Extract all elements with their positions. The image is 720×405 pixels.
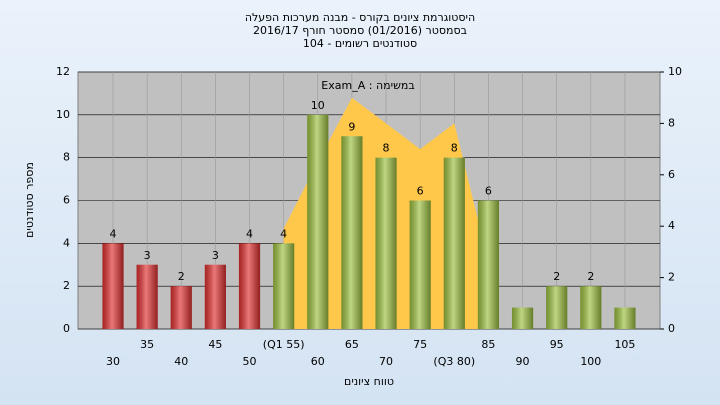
chart-title: היסטוגרמת ציונים בקורס - מבנה מערכות הפע… (245, 11, 475, 24)
bar-shade (375, 157, 397, 329)
x-tick-label: 85 (481, 338, 495, 351)
bar-shade (136, 264, 158, 329)
y-axis-title: מספר סטודנטים (23, 162, 36, 238)
y2-tick-label: 10 (668, 65, 682, 78)
x-tick-label: 30 (106, 355, 120, 368)
data-label: 10 (311, 99, 325, 112)
x-tick-label: 70 (379, 355, 393, 368)
y2-tick-label: 8 (668, 116, 675, 129)
data-label: 4 (110, 227, 117, 240)
bar-shade (546, 286, 568, 329)
bar-shade (204, 264, 226, 329)
data-label: 6 (417, 185, 424, 198)
x-tick-label: 105 (614, 338, 635, 351)
data-label: 8 (451, 142, 458, 155)
y-tick-label: 6 (63, 194, 70, 207)
data-label: 8 (383, 142, 390, 155)
y2-tick-label: 0 (668, 322, 675, 335)
x-tick-label: 90 (516, 355, 530, 368)
x-tick-label: 65 (345, 338, 359, 351)
legend-entry: במשימה : Exam_A (321, 79, 414, 92)
y2-tick-label: 6 (668, 168, 675, 181)
data-label: 4 (280, 227, 287, 240)
data-label: 9 (348, 120, 355, 133)
y-tick-label: 0 (63, 322, 70, 335)
x-tick-label: (Q1 55) (263, 338, 305, 351)
data-label: 3 (212, 249, 219, 262)
data-label: 2 (178, 270, 185, 283)
data-label: 4 (246, 227, 253, 240)
x-tick-label: 35 (140, 338, 154, 351)
bar-shade (102, 243, 124, 329)
bar-shade (614, 307, 636, 329)
bar-shade (511, 307, 534, 329)
x-tick-label: 45 (208, 338, 222, 351)
bar-shade (341, 136, 363, 329)
data-label: 6 (485, 185, 492, 198)
x-tick-label: 100 (580, 355, 601, 368)
x-tick-label: 40 (174, 355, 188, 368)
chart-subtitle: בסמסטר (01/2016) סמסטר חורף 2016/17 (253, 24, 467, 37)
bar-shade (273, 243, 295, 329)
chart-subtitle: סטודנטים רשומים - 104 (303, 37, 417, 50)
x-tick-label: 95 (550, 338, 564, 351)
bar-shade (307, 114, 329, 329)
data-label: 2 (587, 270, 594, 283)
x-tick-label: 75 (413, 338, 427, 351)
y-tick-label: 12 (56, 65, 70, 78)
bar-shade (580, 286, 602, 329)
x-tick-label: 60 (311, 355, 325, 368)
data-label: 3 (144, 249, 151, 262)
bar-shade (409, 200, 431, 329)
y-tick-label: 2 (63, 279, 70, 292)
x-axis-title: טווח ציונים (344, 375, 394, 388)
x-tick-label: (Q3 80) (433, 355, 475, 368)
bar-shade (477, 200, 500, 329)
y-tick-label: 8 (63, 151, 70, 164)
data-label: 2 (553, 270, 560, 283)
bar-shade (170, 286, 192, 329)
y-tick-label: 4 (63, 236, 70, 249)
y2-tick-label: 4 (668, 219, 675, 232)
y2-tick-label: 2 (668, 271, 675, 284)
bar-shade (443, 157, 465, 329)
x-tick-label: 50 (243, 355, 257, 368)
bar-shade (238, 243, 261, 329)
y-tick-label: 10 (56, 108, 70, 121)
